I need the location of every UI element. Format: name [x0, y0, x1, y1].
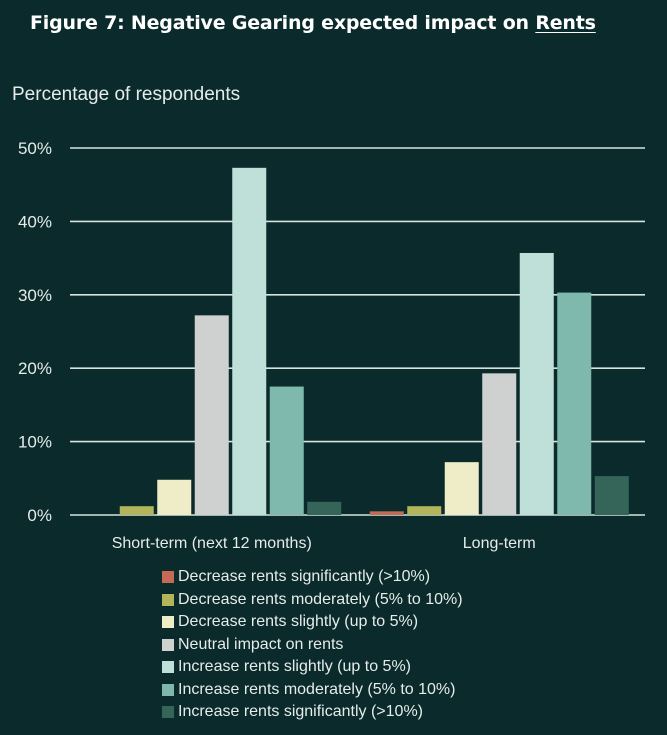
legend-item: Neutral impact on rents [162, 634, 463, 657]
legend-swatch [162, 706, 174, 719]
y-tick-label: 40% [18, 212, 52, 231]
bar [557, 292, 592, 515]
legend-swatch [162, 638, 174, 651]
legend-item: Increase rents slightly (up to 5%) [162, 656, 463, 679]
bar [269, 386, 304, 515]
legend-swatch [162, 661, 174, 674]
legend-swatch [162, 683, 174, 696]
legend-label: Increase rents significantly (>10%) [178, 703, 423, 721]
bar [519, 252, 554, 515]
legend: Decrease rents significantly (>10%) Decre… [162, 566, 463, 724]
y-tick-label: 20% [18, 359, 52, 378]
bar [594, 476, 629, 515]
chart-title-text: Figure 7: Negative Gearing expected impa… [30, 12, 536, 34]
legend-label: Neutral impact on rents [178, 635, 344, 653]
legend-item: Increase rents significantly (>10%) [162, 701, 463, 724]
category-labels: Short-term (next 12 months) Long-term [112, 535, 536, 552]
category-label: Short-term (next 12 months) [112, 535, 312, 552]
y-axis-label: Percentage of respondents [12, 84, 240, 105]
legend-swatch [162, 616, 174, 629]
legend-item: Decrease rents moderately (5% to 10%) [162, 589, 463, 612]
legend-label: Increase rents moderately (5% to 10%) [178, 680, 456, 698]
bar [482, 373, 517, 515]
bar [232, 167, 267, 515]
bar [444, 462, 479, 515]
legend-item: Increase rents moderately (5% to 10%) [162, 679, 463, 702]
legend-label: Decrease rents slightly (up to 5%) [178, 613, 419, 631]
y-tick-label: 50% [18, 139, 52, 158]
legend-item: Decrease rents significantly (>10%) [162, 566, 463, 589]
y-tick-labels: 0% 10% 20% 30% 40% 50% [18, 139, 52, 525]
bar [307, 501, 342, 515]
bar [119, 506, 154, 515]
bar [407, 506, 442, 515]
y-tick-label: 0% [27, 506, 52, 525]
legend-label: Decrease rents significantly (>10%) [178, 568, 431, 586]
chart-title: Figure 7: Negative Gearing expected impa… [30, 12, 596, 34]
legend-item: Decrease rents slightly (up to 5%) [162, 611, 463, 634]
legend-label: Decrease rents moderately (5% to 10%) [178, 590, 463, 608]
bar [194, 315, 229, 515]
legend-label: Increase rents slightly (up to 5%) [178, 658, 411, 676]
bar [369, 511, 404, 515]
bar [157, 479, 192, 515]
legend-swatch [162, 593, 174, 606]
bars [119, 167, 629, 515]
y-tick-label: 30% [18, 286, 52, 305]
chart-title-underlined: Rents [535, 12, 596, 34]
bar-chart: Percentage of respondents 0% 10% 20% 30% 40%… [12, 84, 645, 552]
y-tick-label: 10% [18, 433, 52, 452]
category-label: Long-term [463, 535, 536, 552]
legend-swatch [162, 571, 174, 584]
